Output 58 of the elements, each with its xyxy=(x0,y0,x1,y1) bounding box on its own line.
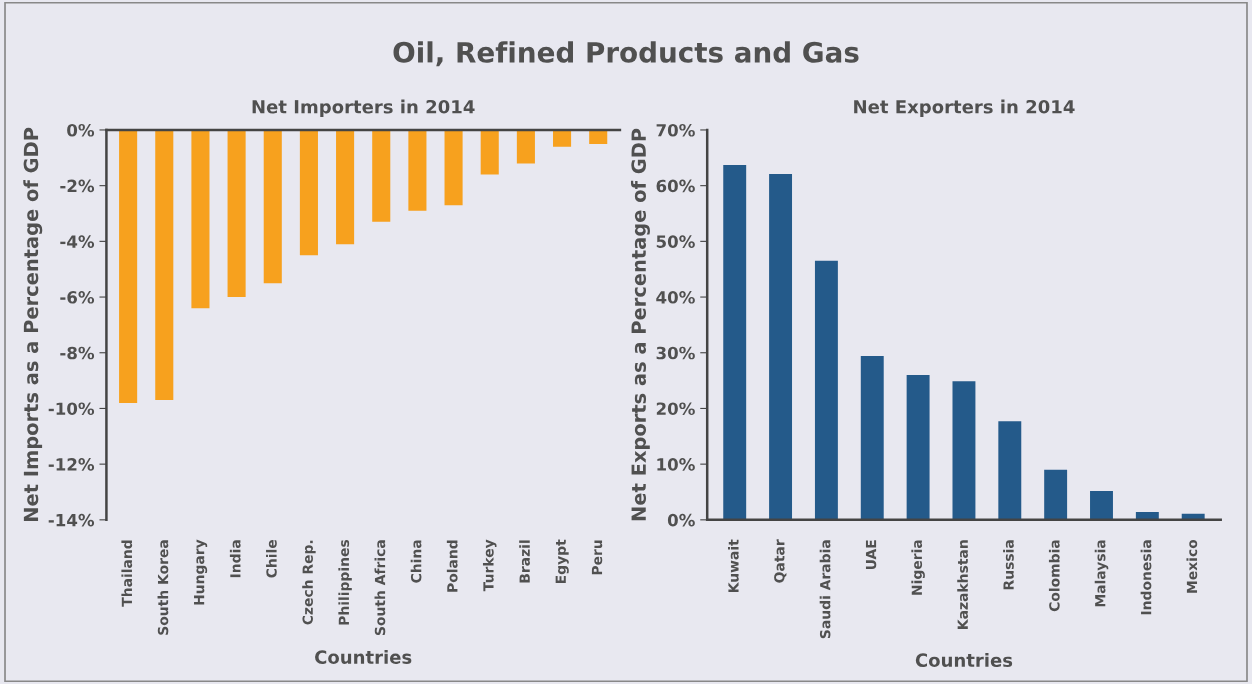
x-tick-label: Egypt xyxy=(555,539,569,584)
bar xyxy=(906,375,930,520)
x-tick-label: South Korea xyxy=(157,540,169,635)
x-tick-label: Hungary xyxy=(194,539,208,605)
x-tick-label: Saudi Arabia xyxy=(819,540,831,639)
x-tick-label: Poland xyxy=(446,540,458,592)
x-tick-label: Nigeria xyxy=(911,540,925,595)
x-tick-label: Philippines xyxy=(338,539,352,625)
x-tick-label: Turkey xyxy=(482,539,497,592)
y-axis-title: Net Exports as a Percentage of GDP xyxy=(630,128,650,521)
chart-title: Net Exporters in 2014 xyxy=(854,99,1075,118)
y-tick-label: 10% xyxy=(657,458,695,471)
bar xyxy=(860,356,884,520)
x-tick-label: Peru xyxy=(591,540,603,575)
bar xyxy=(1090,490,1113,520)
bar xyxy=(723,165,747,520)
y-tick-label: -4% xyxy=(60,235,95,248)
bar xyxy=(1044,469,1068,520)
bar xyxy=(952,381,976,520)
x-tick-label: Brazil xyxy=(519,540,530,583)
x-tick-label: Kuwait xyxy=(727,539,739,593)
bar xyxy=(1135,512,1159,520)
x-axis-title: Countries xyxy=(315,649,412,664)
x-tick-label: Qatar xyxy=(774,539,787,583)
x-tick-label: Colombia xyxy=(1048,540,1060,612)
y-tick-label: 50% xyxy=(656,235,695,248)
y-tick-label: -10% xyxy=(48,402,95,416)
x-tick-label: Chile xyxy=(266,539,277,578)
x-tick-label: China xyxy=(410,540,422,583)
bar xyxy=(769,173,793,520)
y-tick-label: -8% xyxy=(60,346,95,360)
x-tick-label: Kazakhstan xyxy=(957,540,968,629)
y-tick-label: -2% xyxy=(60,179,95,193)
x-tick-label: Indonesia xyxy=(1140,540,1152,615)
y-tick-label: 0% xyxy=(67,123,95,137)
bar xyxy=(998,421,1022,520)
text: Oil, Refined Products and Gas xyxy=(393,41,859,67)
x-tick-label: India xyxy=(229,540,241,578)
bar xyxy=(814,260,838,520)
x-tick-label: Mexico xyxy=(1186,539,1198,593)
y-tick-label: 0% xyxy=(667,513,695,527)
y-tick-label: 30% xyxy=(656,346,695,360)
y-tick-label: -12% xyxy=(48,458,95,471)
x-tick-label: UAE xyxy=(865,540,877,570)
x-tick-label: Thailand xyxy=(121,540,133,607)
chart-title: Net Importers in 2014 xyxy=(252,99,475,118)
y-tick-label: -14% xyxy=(48,513,95,527)
x-axis-title: Countries xyxy=(915,653,1013,667)
x-tick-label: Russia xyxy=(1003,540,1014,590)
x-tick-label: Malaysia xyxy=(1094,540,1109,607)
y-tick-label: 40% xyxy=(656,291,695,304)
y-tick-label: 20% xyxy=(656,402,695,416)
x-tick-label: South Africa xyxy=(374,540,386,636)
y-tick-label: 60% xyxy=(656,179,695,193)
y-tick-label: -6% xyxy=(60,291,95,304)
y-axis-title: Net Imports as a Percentage of GDP xyxy=(23,127,43,521)
y-tick-label: 70% xyxy=(656,123,695,137)
x-tick-label: Czech Rep. xyxy=(302,540,316,625)
